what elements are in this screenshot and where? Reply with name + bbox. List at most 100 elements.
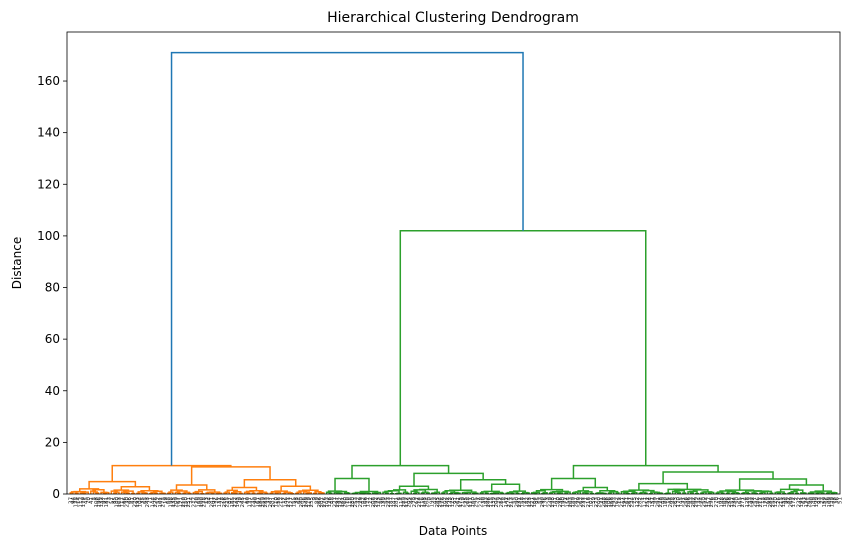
dendrogram-link [223, 492, 228, 494]
leaf-label: 59 [591, 497, 597, 504]
leaf-label: 205 [407, 497, 413, 508]
leaf-label: 79 [496, 497, 502, 504]
leaf-label: 142 [504, 497, 510, 508]
leaf-label: 201 [271, 497, 277, 508]
leaf-label: 264 [425, 497, 431, 508]
leaf-label: 163 [117, 497, 123, 508]
leaf-label: 290 [540, 497, 546, 508]
leaf-label: 252 [645, 497, 651, 508]
leaf-label: 0 [427, 497, 433, 501]
dendrogram-link [334, 477, 370, 492]
leaf-label: 38 [294, 497, 300, 504]
leaf-label: 228 [658, 497, 664, 508]
leaf-label: 52 [155, 497, 161, 504]
dendrogram-link [807, 492, 814, 494]
leaf-label: 229 [358, 497, 364, 508]
leaf-label: 47 [717, 497, 723, 504]
leaf-label: 293 [612, 497, 618, 508]
leaf-label: 12 [617, 497, 623, 504]
y-tick-label: 80 [45, 281, 60, 295]
y-tick-label: 100 [37, 229, 60, 243]
leaf-label: 263 [673, 497, 679, 508]
leaf-label: 58 [276, 497, 282, 504]
leaf-label: 74 [189, 497, 195, 504]
leaf-label: 149 [812, 497, 818, 508]
leaf-label: 61 [625, 497, 631, 504]
leaf-label: 291 [655, 497, 661, 508]
leaf-label: 24 [699, 497, 705, 504]
leaf-label: 65 [143, 497, 149, 504]
leaf-label: 156 [302, 497, 308, 508]
dendrogram-link [387, 490, 400, 494]
dendrogram-link [611, 490, 619, 493]
leaf-label: 15 [760, 497, 766, 504]
dendrogram-link [572, 464, 719, 479]
leaf-label: 67 [176, 497, 182, 504]
x-axis-leaf-labels: 3794138141131794570415108196132971817357… [68, 497, 843, 508]
leaf-label: 214 [417, 497, 423, 508]
leaf-label: 271 [286, 497, 292, 508]
dendrogram-link [264, 492, 269, 494]
leaf-label: 68 [166, 497, 172, 504]
leaf-label: 217 [619, 497, 625, 508]
dendrogram-link [557, 492, 564, 494]
leaf-label: 21 [599, 497, 605, 504]
dendrogram-link [788, 492, 794, 494]
leaf-label: 14 [76, 497, 82, 504]
dendrogram-link [159, 492, 165, 494]
leaf-label: 249 [304, 497, 310, 508]
dendrogram-link [384, 492, 389, 494]
leaf-label: 231 [517, 497, 523, 508]
leaf-label: 42 [361, 497, 367, 504]
dendrogram-link [622, 490, 636, 493]
dendrogram-link [677, 492, 682, 494]
dendrogram-link [490, 483, 521, 492]
leaf-label: 178 [763, 497, 769, 508]
leaf-label: 286 [604, 497, 610, 508]
dendrogram-link [550, 477, 597, 490]
leaf-label: 73 [107, 497, 113, 504]
dendrogram-link [542, 491, 548, 494]
leaf-label: 51 [837, 497, 843, 504]
dendrogram-link [258, 491, 268, 494]
leaf-label: 108 [94, 497, 100, 508]
leaf-label: 277 [740, 497, 746, 508]
leaf-label: 270 [714, 497, 720, 508]
leaf-label: 132 [99, 497, 105, 508]
leaf-label: 133 [448, 497, 454, 508]
leaf-label: 172 [791, 497, 797, 508]
dendrogram-link [548, 492, 553, 494]
leaf-label: 94 [71, 497, 77, 504]
dendrogram-link [483, 490, 500, 493]
leaf-label: 241 [209, 497, 215, 508]
leaf-label: 199 [814, 497, 820, 508]
dendrogram-link [413, 472, 484, 487]
dendrogram-link [701, 491, 707, 494]
leaf-label: 257 [753, 497, 759, 508]
leaf-label: 224 [630, 497, 636, 508]
leaf-label: 115 [489, 497, 495, 508]
leaf-label: 169 [196, 497, 202, 508]
leaf-label: 276 [322, 497, 328, 508]
leaf-label: 84 [207, 497, 213, 504]
leaf-label: 211 [758, 497, 764, 508]
leaf-label: 248 [601, 497, 607, 508]
leaf-label: 28 [220, 497, 226, 504]
leaf-label: 117 [120, 497, 126, 508]
leaf-label: 220 [132, 497, 138, 508]
leaf-label: 48 [330, 497, 336, 504]
leaf-label: 280 [350, 497, 356, 508]
dendrogram-link [150, 491, 157, 494]
leaf-label: 155 [291, 497, 297, 508]
leaf-label: 70 [86, 497, 92, 504]
dendrogram-link [620, 491, 627, 494]
leaf-label: 267 [627, 497, 633, 508]
dendrogram-root-link [170, 51, 524, 466]
leaf-label: 91 [453, 497, 459, 504]
leaf-label: 260 [343, 497, 349, 508]
leaf-label: 23 [819, 497, 825, 504]
dendrogram-link [114, 491, 120, 494]
dendrogram-link [421, 491, 429, 494]
leaf-label: 165 [737, 497, 743, 508]
leaf-label: 238 [202, 497, 208, 508]
